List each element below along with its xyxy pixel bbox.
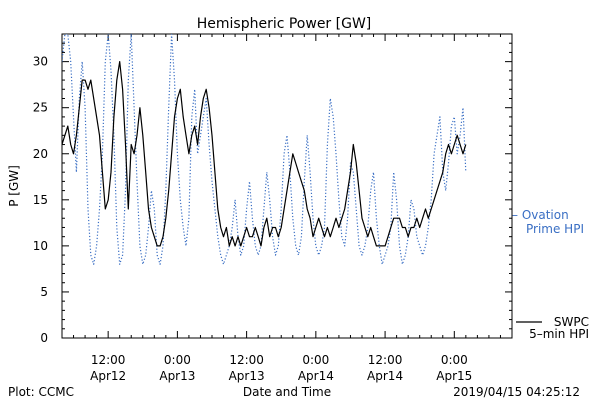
- y-tick-label: 15: [33, 193, 48, 207]
- y-tick-label: 30: [33, 55, 48, 69]
- x-tick-label-date: Apr13: [229, 369, 265, 383]
- x-tick-label-date: Apr14: [298, 369, 334, 383]
- y-tick-label: 0: [40, 331, 48, 345]
- x-axis-ticks: 12:00 Apr12 0:00 Apr13 12:00 Apr13 0:00 Apr14 12…: [61, 34, 513, 383]
- legend-swpc-label-line2: 5–min HPI: [529, 327, 589, 341]
- plot-area-frame: [61, 33, 513, 339]
- x-tick-label-time: 0:00: [441, 353, 468, 367]
- x-tick-label-date: Apr14: [367, 369, 403, 383]
- y-tick-label: 20: [33, 147, 48, 161]
- legend-ovation-label-line2: Prime HPI: [526, 222, 584, 236]
- y-tick-label: 10: [33, 239, 48, 253]
- legend-ovation-label-line1: – Ovation: [512, 208, 569, 222]
- y-tick-label: 5: [40, 285, 48, 299]
- x-tick-label-time: 0:00: [164, 353, 191, 367]
- x-tick-label-date: Apr13: [159, 369, 195, 383]
- y-tick-label: 25: [33, 101, 48, 115]
- y-axis-ticks: 0 5 10 15 20 25 30: [33, 33, 512, 345]
- footer-plot-credit: Plot: CCMC: [8, 385, 74, 399]
- x-tick-label-time: 0:00: [302, 353, 329, 367]
- series-layer: [62, 34, 467, 265]
- series-line-swpc: [62, 61, 467, 247]
- x-axis-label: Date and Time: [243, 385, 331, 399]
- x-tick-label-time: 12:00: [368, 353, 403, 367]
- chart-title: Hemispheric Power [GW]: [197, 16, 372, 32]
- x-tick-label-date: Apr12: [90, 369, 126, 383]
- x-tick-label-time: 12:00: [91, 353, 126, 367]
- x-tick-label-date: Apr15: [436, 369, 472, 383]
- legend-swpc-label-line1: SWPC: [554, 315, 589, 329]
- x-tick-label-time: 12:00: [229, 353, 264, 367]
- y-axis-label: P [GW]: [7, 165, 21, 207]
- footer-timestamp: 2019/04/15 04:25:12: [453, 385, 580, 399]
